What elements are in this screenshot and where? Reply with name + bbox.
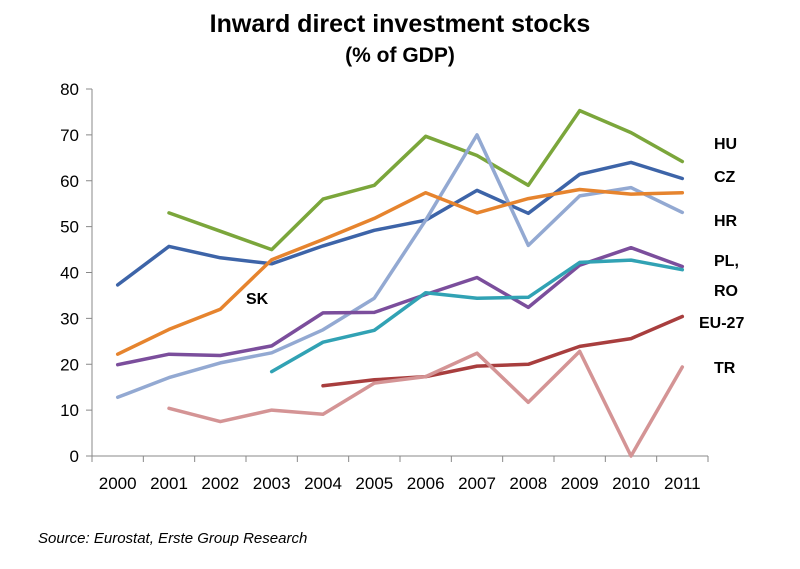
- chart-subtitle: (% of GDP): [345, 44, 455, 67]
- x-tick-label: 2004: [304, 474, 342, 493]
- y-tick-label: 20: [60, 355, 79, 374]
- series-label-eu27: EU-27: [699, 315, 744, 332]
- series-label-cz: CZ: [714, 169, 736, 186]
- series-labels: HU CZ HR SK PL, RO EU-27 TR: [246, 136, 744, 377]
- x-tick-label: 2007: [458, 474, 496, 493]
- y-tick-label: 80: [60, 80, 79, 99]
- series-line-tr: [167, 349, 685, 458]
- series-line-eu27: [321, 314, 685, 388]
- series-label-sk: SK: [246, 291, 269, 308]
- series-lines: [115, 108, 685, 458]
- y-tick-label: 40: [60, 264, 79, 283]
- axes: [86, 88, 709, 462]
- source-note: Source: Eurostat, Erste Group Research: [38, 530, 308, 547]
- series-label-hu: HU: [714, 136, 737, 153]
- y-tick-label: 10: [60, 401, 79, 420]
- y-tick-label: 70: [60, 126, 79, 145]
- series-label-ro: RO: [714, 283, 738, 300]
- series-line-cz: [115, 160, 685, 287]
- y-tick-label: 50: [60, 218, 79, 237]
- series-label-pl: PL,: [714, 253, 739, 270]
- series-line-sk: [115, 187, 685, 356]
- x-tick-label: 2011: [664, 474, 701, 493]
- x-tick-label: 2002: [201, 474, 239, 493]
- series-line-ro: [269, 258, 685, 374]
- series-line-pl: [115, 245, 685, 367]
- series-label-hr: HR: [714, 213, 738, 230]
- x-tick-labels: 2000 2001 2002 2003 2004 2005 2006 2007 2008 2009…: [99, 474, 701, 493]
- x-tick-label: 2008: [509, 474, 547, 493]
- chart-title: Inward direct investment stocks: [209, 10, 591, 38]
- y-tick-labels: 0 10 20 30 40 50 60 70 80: [60, 80, 79, 466]
- x-tick-label: 2010: [612, 474, 650, 493]
- x-tick-label: 2001: [150, 474, 188, 493]
- x-tick-label: 2000: [99, 474, 137, 493]
- x-tick-label: 2005: [355, 474, 393, 493]
- y-tick-label: 0: [70, 447, 79, 466]
- x-tick-label: 2003: [253, 474, 291, 493]
- series-line-hr: [115, 133, 685, 400]
- series-label-tr: TR: [714, 360, 736, 377]
- x-tick-label: 2009: [561, 474, 599, 493]
- x-tick-label: 2006: [407, 474, 445, 493]
- y-tick-label: 30: [60, 309, 79, 328]
- y-tick-label: 60: [60, 172, 79, 191]
- series-line-hu: [167, 108, 685, 252]
